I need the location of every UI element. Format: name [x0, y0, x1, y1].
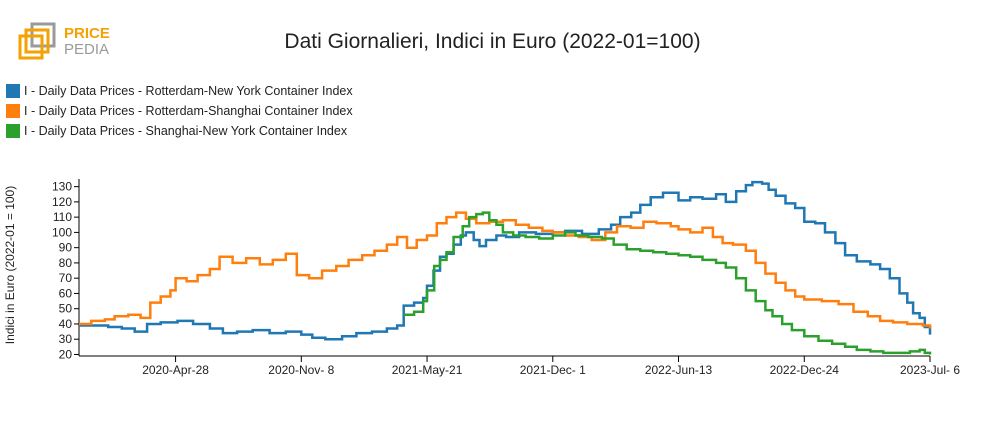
legend-swatch-shanghai-new-york	[6, 124, 20, 138]
x-tick-label: 2022-Jun-13	[645, 363, 713, 377]
series-group	[79, 180, 932, 355]
x-tick-label: 2022-Dec-24	[770, 363, 840, 377]
x-tick-label: 2021-May-21	[392, 363, 463, 377]
logo-mark-icon: PRICE PEDIA	[18, 22, 110, 60]
y-tick-label: 40	[59, 317, 73, 331]
pricepedia-logo: PRICE PEDIA	[18, 22, 128, 74]
x-tick-label: 2021-Dec- 1	[520, 363, 586, 377]
series-line-3	[403, 211, 932, 355]
series-line-2	[79, 211, 932, 329]
y-tick-label: 60	[59, 286, 73, 300]
logo-text-bottom: PEDIA	[64, 41, 109, 58]
legend-item-shanghai-new-york[interactable]: I - Daily Data Prices - Shanghai-New Yor…	[6, 121, 353, 141]
logo-text-top: PRICE	[64, 25, 110, 42]
x-tick-label: 2023-Jul- 6	[900, 363, 960, 377]
y-tick-label: 100	[52, 225, 72, 239]
y-tick-label: 110	[53, 210, 72, 224]
y-tick-label: 70	[59, 271, 73, 285]
y-tick-label: 130	[52, 180, 72, 194]
legend-swatch-rotterdam-new-york	[6, 84, 20, 98]
y-axis-title: Indici in Euro (2022-01 = 100)	[3, 186, 17, 344]
y-tick-label: 80	[59, 256, 73, 270]
chart-legend: I - Daily Data Prices - Rotterdam-New Yo…	[6, 81, 353, 141]
x-tick-label: 2020-Nov- 8	[268, 363, 334, 377]
chart-title: Dati Giornalieri, Indici in Euro (2022-0…	[284, 30, 701, 53]
y-tick-label: 50	[59, 302, 73, 316]
logo-square-orange	[24, 28, 50, 54]
y-tick-label: 120	[52, 195, 72, 209]
x-axis: 2020-Apr-28 2020-Nov- 8 2021-May-21 2021-De…	[79, 355, 960, 377]
y-tick-label: 30	[59, 332, 73, 346]
legend-label-shanghai-new-york: I - Daily Data Prices - Shanghai-New Yor…	[24, 124, 348, 138]
logo-square-orange-2	[18, 34, 44, 60]
y-tick-label: 20	[59, 347, 73, 361]
legend-swatch-rotterdam-shanghai	[6, 104, 20, 118]
x-tick-label: 2020-Apr-28	[142, 363, 209, 377]
legend-item-rotterdam-shanghai[interactable]: I - Daily Data Prices - Rotterdam-Shangh…	[6, 101, 353, 121]
legend-label-rotterdam-shanghai: I - Daily Data Prices - Rotterdam-Shangh…	[24, 104, 353, 118]
series-line-1	[79, 180, 932, 341]
y-tick-label: 90	[59, 241, 73, 255]
legend-label-rotterdam-new-york: I - Daily Data Prices - Rotterdam-New Yo…	[24, 84, 353, 98]
legend-item-rotterdam-new-york[interactable]: I - Daily Data Prices - Rotterdam-New Yo…	[6, 81, 353, 101]
